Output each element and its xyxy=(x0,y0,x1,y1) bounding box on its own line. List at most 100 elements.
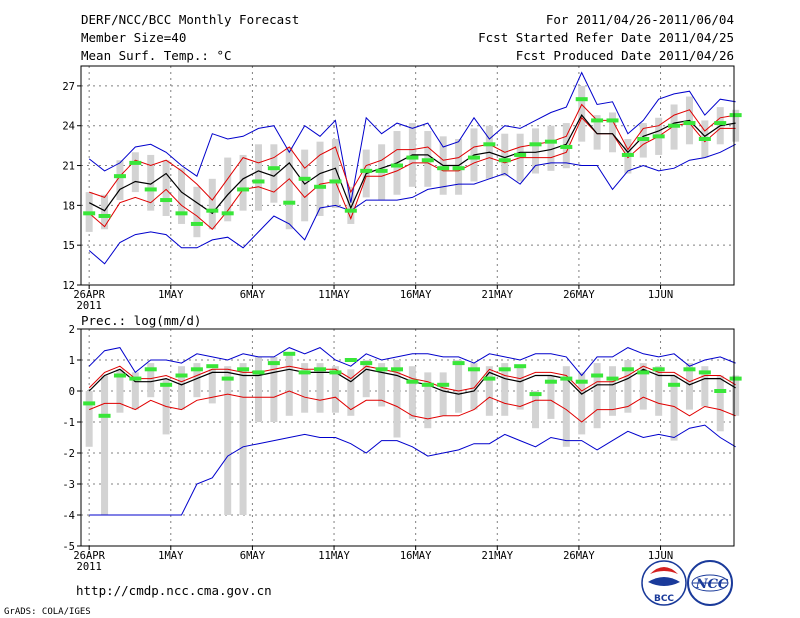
median-marker xyxy=(360,361,373,366)
spread-box xyxy=(131,152,139,193)
x-tick-label: 26APR xyxy=(73,289,105,301)
x-tick-label: 1JUN xyxy=(648,289,673,301)
spread-box xyxy=(593,363,601,429)
series-line-upper-member xyxy=(89,103,736,201)
bcc-logo: BCC xyxy=(641,560,687,606)
median-marker xyxy=(668,382,681,387)
median-marker xyxy=(406,155,419,160)
spread-box xyxy=(578,85,586,142)
median-marker xyxy=(729,376,742,381)
spread-box xyxy=(331,366,339,413)
spread-box xyxy=(701,366,709,407)
bcc-logo-wave-icon xyxy=(648,577,680,586)
y-tick-label: 0 xyxy=(69,386,75,398)
spread-box xyxy=(624,360,632,413)
median-marker xyxy=(729,113,742,118)
median-marker xyxy=(483,376,496,381)
median-marker xyxy=(452,166,465,171)
median-marker xyxy=(637,137,650,141)
median-marker xyxy=(560,144,573,149)
median-marker xyxy=(160,382,173,387)
spread-box xyxy=(578,372,586,435)
median-marker xyxy=(591,118,604,123)
median-marker xyxy=(237,187,250,192)
median-marker xyxy=(437,166,450,171)
median-marker xyxy=(391,163,404,168)
series-line-lower-member xyxy=(89,390,736,423)
median-marker xyxy=(267,166,280,171)
median-marker xyxy=(498,367,511,372)
median-marker xyxy=(344,208,357,213)
spread-box xyxy=(732,375,740,416)
spread-box xyxy=(408,366,416,419)
median-marker xyxy=(221,211,234,216)
spread-box xyxy=(147,363,155,398)
plot-frame xyxy=(80,328,735,547)
median-marker xyxy=(575,379,588,384)
median-marker xyxy=(160,198,173,203)
x-year-label: 2011 xyxy=(77,561,102,573)
median-marker xyxy=(298,370,311,375)
median-marker xyxy=(683,367,696,372)
spread-box xyxy=(439,372,447,416)
median-marker xyxy=(467,367,480,372)
spread-box xyxy=(547,375,555,419)
median-marker xyxy=(237,367,250,372)
footer-url[interactable]: http://cmdp.ncc.cma.gov.cn xyxy=(76,583,272,598)
header-period: For 2011/04/26-2011/06/04 xyxy=(546,12,734,27)
median-marker xyxy=(283,200,296,205)
median-marker xyxy=(175,373,188,378)
spread-box xyxy=(516,366,524,410)
median-marker xyxy=(267,361,280,366)
spread-box xyxy=(208,369,216,404)
x-tick-label: 26MAY xyxy=(563,289,595,301)
median-marker xyxy=(514,364,527,369)
spread-box xyxy=(562,366,570,447)
median-marker xyxy=(606,118,619,123)
spread-box xyxy=(193,186,201,238)
median-marker xyxy=(329,179,342,184)
spread-box xyxy=(670,375,678,441)
spread-box xyxy=(501,363,509,416)
x-tick-label: 1MAY xyxy=(158,289,184,301)
spread-box xyxy=(378,363,386,407)
spread-box xyxy=(608,366,616,416)
bcc-logo-flame-icon xyxy=(650,567,678,574)
median-marker xyxy=(98,413,111,418)
y-tick-label: 18 xyxy=(62,200,75,212)
spread-box xyxy=(178,168,186,224)
median-marker xyxy=(437,382,450,387)
series-line-minimum xyxy=(89,424,736,516)
median-marker xyxy=(221,376,234,381)
spread-box xyxy=(455,360,463,413)
spread-box xyxy=(301,149,309,222)
spread-box xyxy=(470,363,478,410)
ncc-logo: NCC xyxy=(687,560,733,606)
median-marker xyxy=(575,97,588,102)
median-marker xyxy=(314,184,327,189)
median-marker xyxy=(498,158,511,163)
median-marker xyxy=(621,152,634,157)
series-line-maximum xyxy=(88,347,736,377)
median-marker xyxy=(668,123,681,128)
median-marker xyxy=(314,367,327,372)
header-produced: Fcst Produced Date 2011/04/26 xyxy=(516,48,734,63)
median-marker xyxy=(190,221,203,226)
spread-box xyxy=(732,109,740,142)
median-marker xyxy=(83,401,96,406)
y-tick-label: 27 xyxy=(62,81,75,93)
spread-box xyxy=(547,125,555,171)
spread-box xyxy=(501,133,509,177)
spread-box xyxy=(254,144,262,211)
spread-box xyxy=(532,391,540,429)
x-tick-label: 21MAY xyxy=(481,550,513,562)
y-tick-label: -4 xyxy=(62,510,75,522)
y-tick-label: -5 xyxy=(62,541,75,553)
median-marker xyxy=(98,213,111,218)
median-marker xyxy=(83,211,96,216)
spread-box xyxy=(316,363,324,413)
median-marker xyxy=(483,142,496,147)
spread-box xyxy=(347,369,355,416)
